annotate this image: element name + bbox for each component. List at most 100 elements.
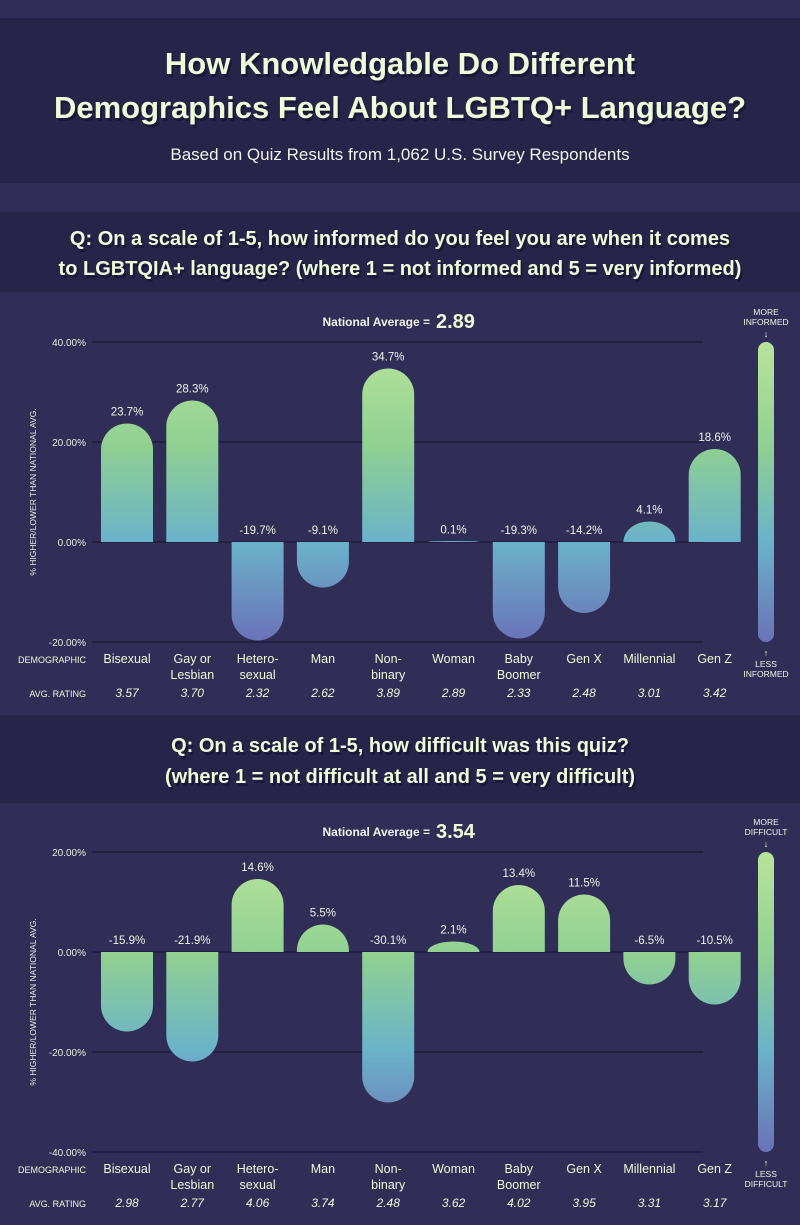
category-label: Boomer: [497, 668, 541, 682]
category-label: Gen X: [566, 1162, 602, 1176]
bar: [688, 952, 741, 1005]
avg-rating-value: 4.02: [507, 1196, 531, 1210]
y-axis-label: % HIGHER/LOWER THAN NATIONAL AVG.: [28, 408, 38, 575]
category-label: Gay or: [174, 652, 212, 666]
bar-value-label: 0.1%: [440, 525, 466, 537]
bar: [427, 541, 480, 542]
bar: [558, 894, 611, 952]
bar: [427, 941, 480, 952]
bar: [362, 952, 415, 1103]
bar: [166, 952, 219, 1062]
bar-value-label: 28.3%: [176, 384, 209, 396]
category-label: Boomer: [497, 1178, 541, 1192]
avg-rating-value: 2.32: [245, 686, 270, 700]
category-label: Lesbian: [170, 1178, 214, 1192]
category-label: Gay or: [174, 1162, 212, 1176]
avg-rating-value: 2.48: [376, 1196, 401, 1210]
bar: [492, 885, 545, 952]
question2-line2: (where 1 = not difficult at all and 5 = …: [164, 766, 636, 788]
category-label: Man: [311, 1162, 335, 1176]
category-label: Gen Z: [697, 652, 732, 666]
category-label: Gen Z: [697, 1162, 732, 1176]
avg-rating-value: 3.70: [181, 686, 205, 700]
bar-value-label: -6.5%: [634, 935, 664, 947]
bar: [166, 400, 219, 542]
arrow-up-icon: ↑: [764, 648, 769, 658]
national-average-label: National Average =: [323, 315, 430, 329]
legend-bottom-label: LESS: [755, 1169, 777, 1179]
category-label: Millennial: [623, 652, 675, 666]
bar-value-label: -19.3%: [501, 525, 537, 537]
bar-value-label: -10.5%: [696, 935, 732, 947]
avg-rating-value: 3.89: [377, 686, 401, 700]
category-label: Millennial: [623, 1162, 675, 1176]
avg-rating-value: 3.42: [703, 686, 727, 700]
category-label: Baby: [505, 652, 534, 666]
category-label: sexual: [240, 668, 276, 682]
question1-line2: to LGBTQIA+ language? (where 1 = not inf…: [58, 258, 742, 280]
bar: [492, 542, 545, 639]
category-label: Non-: [375, 652, 402, 666]
question2-line1: Q: On a scale of 1-5, how difficult was …: [171, 735, 629, 757]
category-label: Hetero-: [237, 1162, 279, 1176]
category-label: Hetero-: [237, 652, 279, 666]
header-band: [0, 18, 800, 183]
national-average-value: 3.54: [436, 821, 476, 843]
avg-rating-value: 3.17: [703, 1196, 728, 1210]
category-label: Non-: [375, 1162, 402, 1176]
avg-rating-value: 2.89: [441, 686, 466, 700]
legend-scale-bar: [758, 852, 774, 1152]
page-title-line1: How Knowledgable Do Different: [164, 46, 636, 81]
legend-scale-bar: [758, 342, 774, 642]
y-tick-label: 20.00%: [52, 438, 86, 449]
bar-value-label: 34.7%: [372, 352, 405, 364]
bar: [558, 542, 611, 613]
legend-bottom-label: LESS: [755, 659, 777, 669]
bar: [623, 952, 676, 985]
avg-rating-value: 3.62: [442, 1196, 466, 1210]
question1-band: [0, 212, 800, 292]
bar: [231, 879, 284, 952]
bar-value-label: 18.6%: [698, 432, 731, 444]
category-label: Bisexual: [103, 1162, 150, 1176]
legend-top-label: MORE: [753, 307, 779, 317]
legend-bottom-label: DIFFICULT: [745, 1179, 788, 1189]
category-label: Baby: [505, 1162, 534, 1176]
y-tick-label: -20.00%: [49, 1048, 86, 1059]
bar-value-label: 13.4%: [502, 868, 535, 880]
category-label: sexual: [240, 1178, 276, 1192]
bar: [296, 924, 349, 952]
avg-rating-value: 2.48: [571, 686, 596, 700]
bar: [362, 368, 415, 542]
category-label: Woman: [432, 652, 475, 666]
difficulty-chart: National Average = 3.54 20.00% 0.00% -20.00%…: [18, 817, 788, 1210]
bar-value-label: 11.5%: [568, 878, 600, 890]
y-tick-label: 0.00%: [58, 538, 86, 549]
avg-rating-value: 4.06: [246, 1196, 270, 1210]
avg-rating-value: 3.01: [638, 686, 661, 700]
category-label: Lesbian: [170, 668, 214, 682]
avg-rating-value: 3.74: [311, 1196, 335, 1210]
row-label-demographic: DEMOGRAPHIC: [18, 655, 87, 665]
y-axis-label: % HIGHER/LOWER THAN NATIONAL AVG.: [28, 918, 38, 1085]
avg-rating-value: 3.31: [638, 1196, 661, 1210]
bar: [296, 542, 349, 588]
avg-rating-value: 3.95: [572, 1196, 596, 1210]
bar-value-label: -21.9%: [174, 935, 210, 947]
arrow-down-icon: ↓: [764, 329, 769, 339]
bar: [231, 542, 284, 641]
bar-value-label: -30.1%: [370, 935, 406, 947]
bar: [688, 449, 741, 542]
y-tick-label: 0.00%: [58, 948, 86, 959]
avg-rating-value: 2.77: [180, 1196, 206, 1210]
category-label: Bisexual: [103, 652, 150, 666]
national-average-value: 2.89: [436, 311, 475, 333]
bar-value-label: 23.7%: [111, 407, 144, 419]
category-label: Woman: [432, 1162, 475, 1176]
national-average-label: National Average =: [323, 825, 430, 839]
bar-value-label: -9.1%: [308, 525, 338, 537]
legend-top-label: MORE: [753, 817, 779, 827]
arrow-down-icon: ↓: [764, 839, 769, 849]
legend-top-label: DIFFICULT: [745, 827, 788, 837]
y-tick-label: -20.00%: [49, 638, 86, 649]
